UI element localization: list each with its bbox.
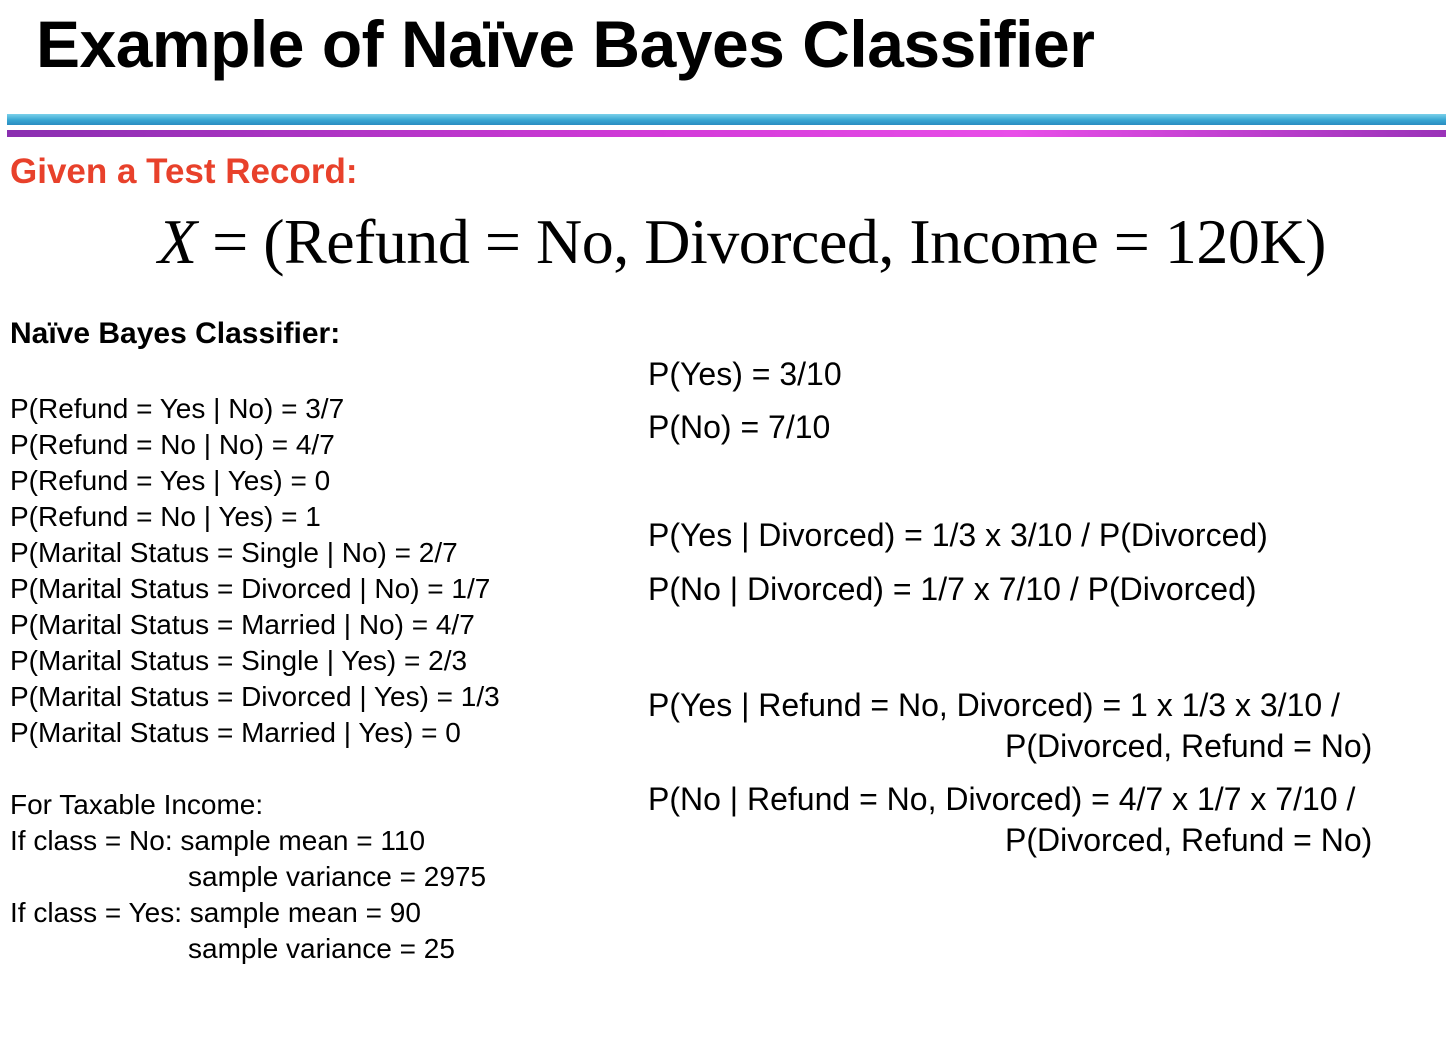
title-divider-magenta bbox=[7, 130, 1446, 137]
formula-expression: = (Refund = No, Divorced, Income = 120K) bbox=[196, 206, 1326, 277]
income-heading: For Taxable Income: bbox=[10, 789, 264, 820]
test-record-heading: Given a Test Record: bbox=[10, 152, 358, 191]
posterior-yes-refund-line2: P(Divorced, Refund = No) bbox=[1005, 728, 1373, 764]
posterior-no-refund-line2: P(Divorced, Refund = No) bbox=[1005, 822, 1373, 858]
no-class-variance: sample variance = 2975 bbox=[188, 861, 487, 892]
probability-item: P(Marital Status = Married | No) = 4/7 bbox=[10, 609, 475, 640]
posterior-yes-refund-line1: P(Yes | Refund = No, Divorced) = 1 x 1/3… bbox=[648, 687, 1340, 723]
probability-item: P(Marital Status = Single | No) = 2/7 bbox=[10, 537, 458, 568]
probability-item: P(Marital Status = Married | Yes) = 0 bbox=[10, 717, 461, 748]
slide-title: Example of Naïve Bayes Classifier bbox=[36, 7, 1095, 81]
conditional-probability-list: P(Refund = Yes | No) = 3/7 P(Refund = No… bbox=[10, 391, 500, 751]
no-class-mean: If class = No: sample mean = 110 bbox=[10, 825, 426, 856]
test-record-formula: X = (Refund = No, Divorced, Income = 120… bbox=[158, 202, 1326, 282]
yes-class-mean: If class = Yes: sample mean = 90 bbox=[10, 897, 421, 928]
posterior-no-refund-line1: P(No | Refund = No, Divorced) = 4/7 x 1/… bbox=[648, 781, 1356, 817]
taxable-income-block: For Taxable Income: If class = No: sampl… bbox=[10, 787, 486, 967]
classifier-heading: Naïve Bayes Classifier: bbox=[10, 317, 341, 350]
posterior-no-divorced: P(No | Divorced) = 1/7 x 7/10 / P(Divorc… bbox=[648, 571, 1257, 607]
probability-item: P(Refund = No | No) = 4/7 bbox=[10, 429, 335, 460]
formula-variable: X bbox=[158, 206, 197, 277]
posterior-yes-divorced: P(Yes | Divorced) = 1/3 x 3/10 / P(Divor… bbox=[648, 517, 1268, 553]
probability-item: P(Refund = No | Yes) = 1 bbox=[10, 501, 321, 532]
probability-item: P(Marital Status = Divorced | No) = 1/7 bbox=[10, 573, 491, 604]
prior-no: P(No) = 7/10 bbox=[648, 409, 831, 445]
title-divider-blue bbox=[7, 114, 1446, 125]
prior-yes: P(Yes) = 3/10 bbox=[648, 356, 842, 392]
probability-item: P(Marital Status = Divorced | Yes) = 1/3 bbox=[10, 681, 500, 712]
probability-item: P(Marital Status = Single | Yes) = 2/3 bbox=[10, 645, 468, 676]
probability-item: P(Refund = Yes | No) = 3/7 bbox=[10, 393, 345, 424]
yes-class-variance: sample variance = 25 bbox=[188, 933, 455, 964]
probability-item: P(Refund = Yes | Yes) = 0 bbox=[10, 465, 331, 496]
